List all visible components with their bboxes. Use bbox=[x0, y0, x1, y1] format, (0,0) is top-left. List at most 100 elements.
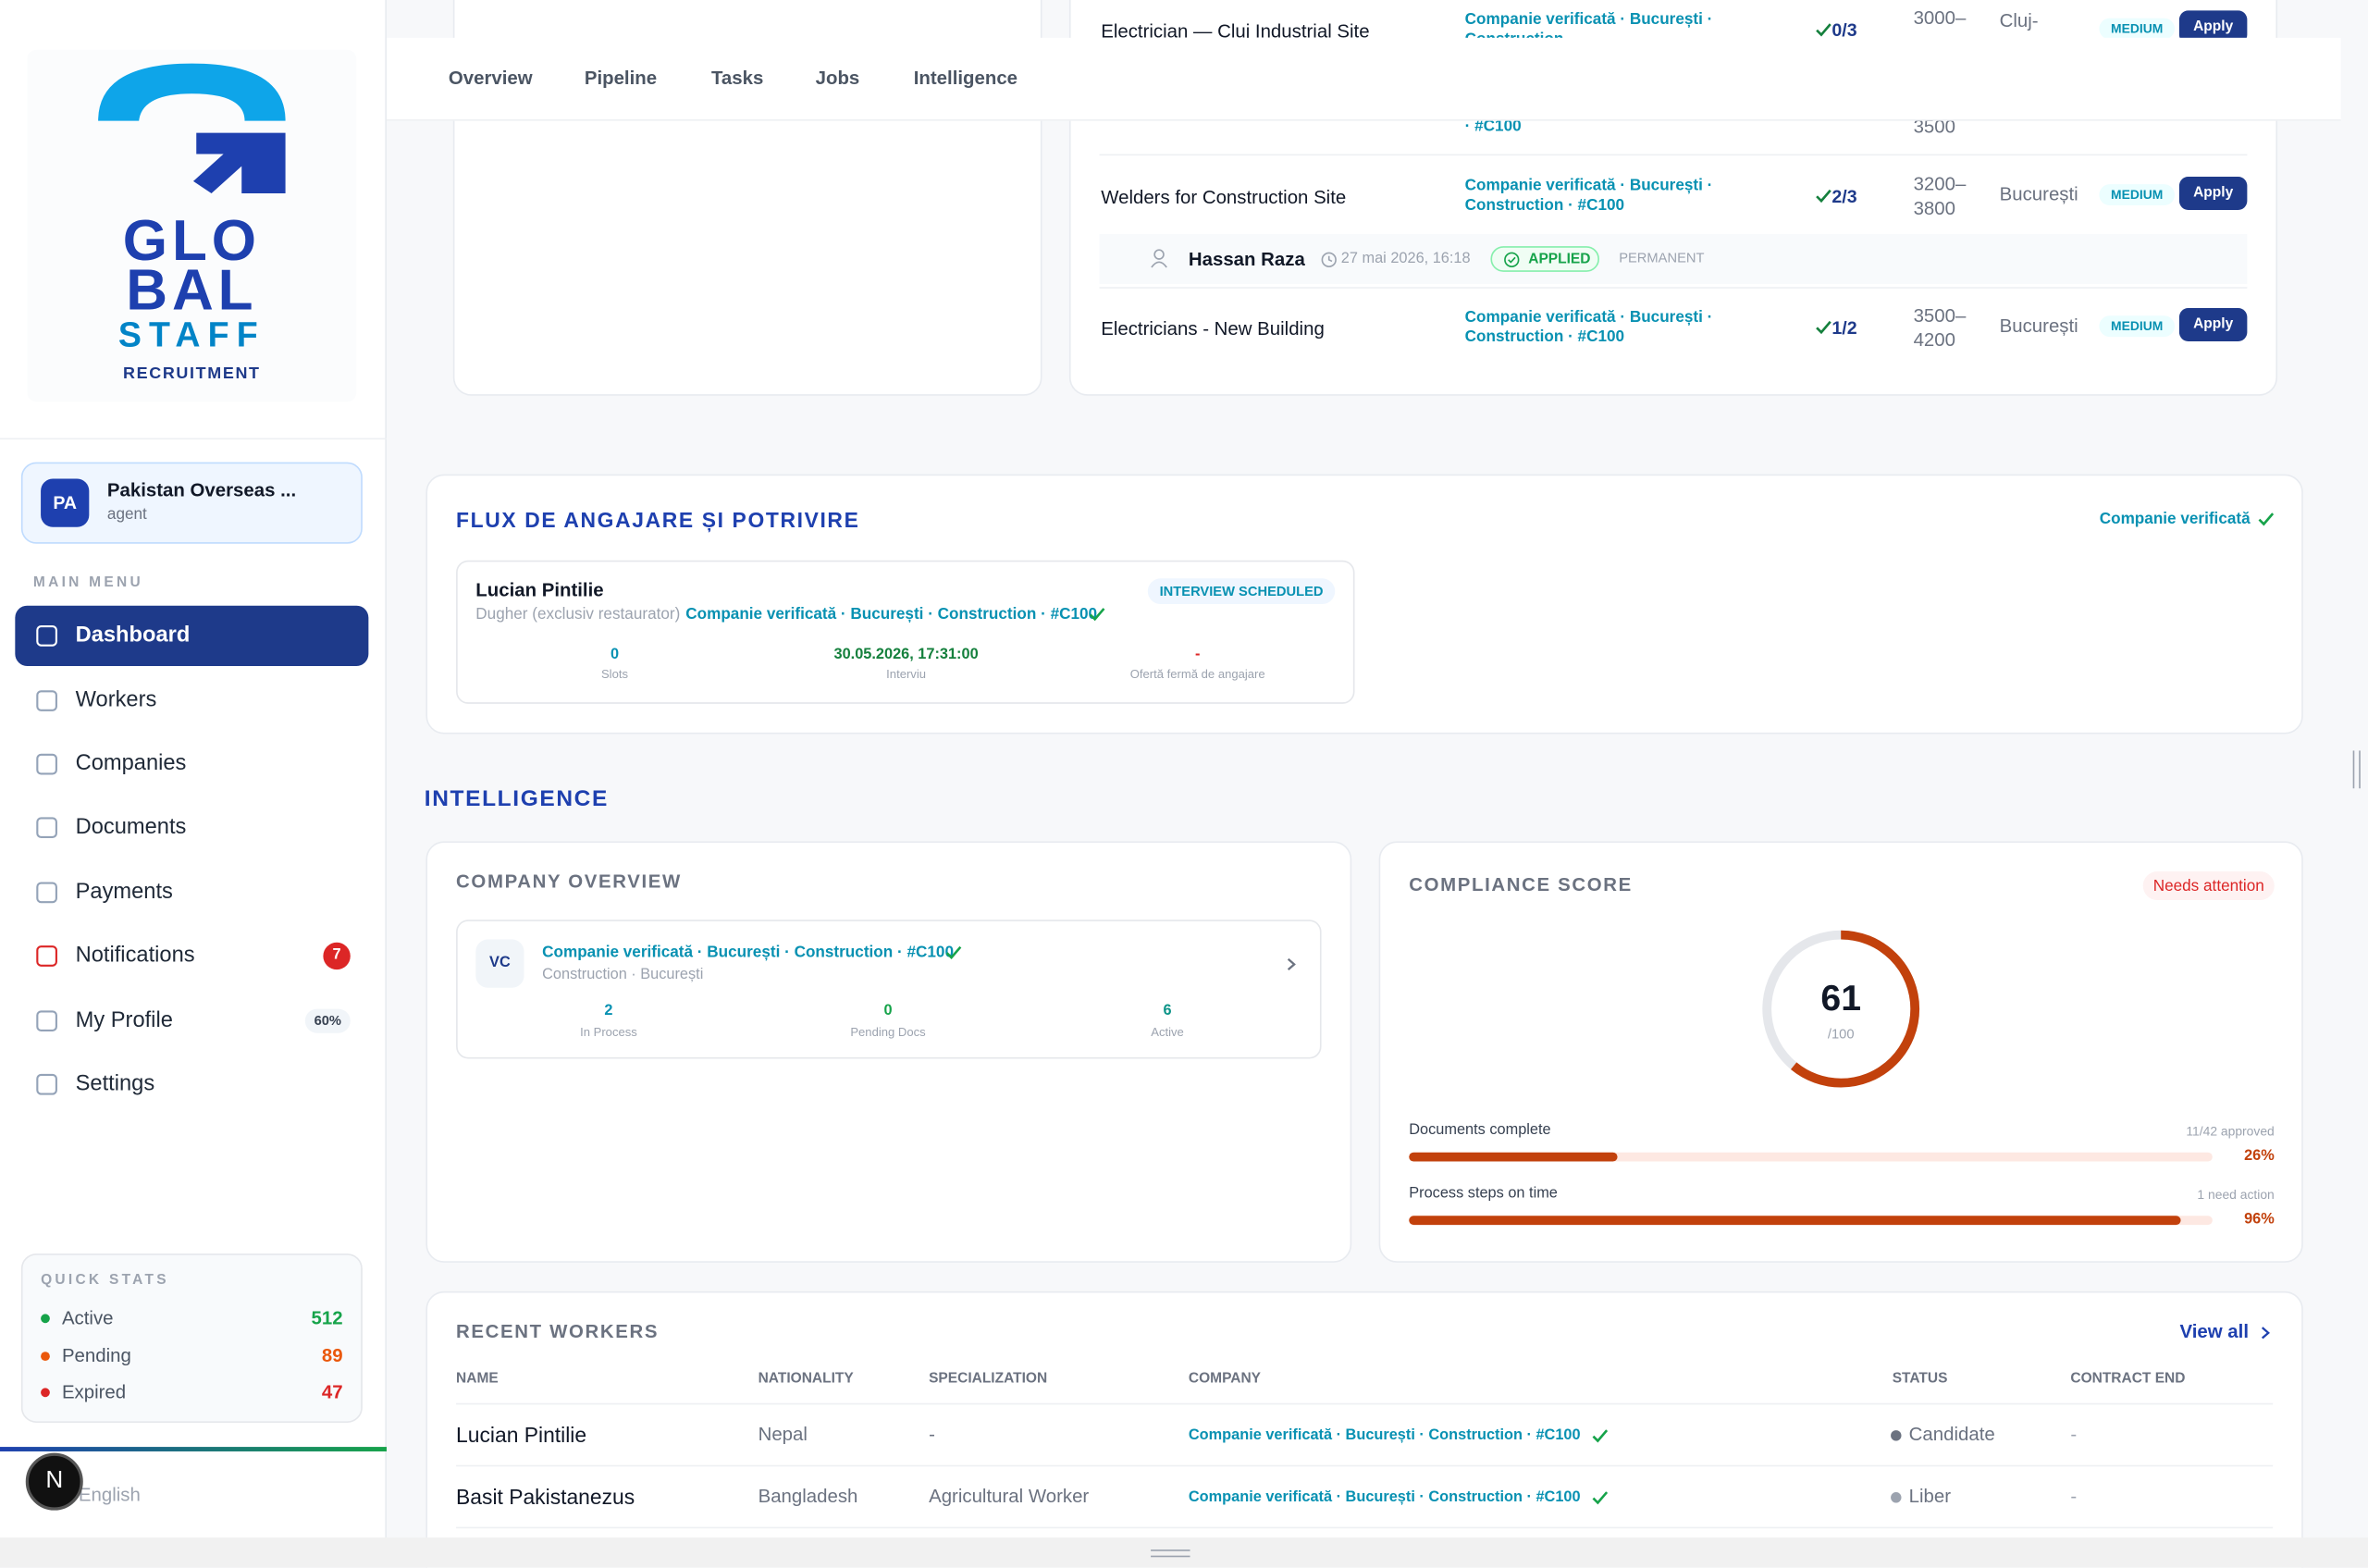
bar-value: 26% bbox=[2244, 1147, 2275, 1165]
worker-specialization: Agricultural Worker bbox=[929, 1486, 1090, 1507]
job-city: București bbox=[1999, 315, 2078, 337]
account-name: Pakistan Overseas ... bbox=[106, 479, 297, 501]
priority-badge: MEDIUM bbox=[2099, 315, 2176, 338]
interview-badge: INTERVIEW SCHEDULED bbox=[1147, 578, 1336, 605]
worker-company: Companie verificată · București · Constr… bbox=[1188, 1488, 1581, 1506]
account-avatar: PA bbox=[41, 478, 90, 527]
stat-label: Active bbox=[1151, 1025, 1184, 1040]
job-city: Cluj- bbox=[1999, 10, 2039, 31]
chevron-icon bbox=[2261, 1327, 2270, 1340]
menu-item[interactable] bbox=[15, 797, 368, 858]
view-all-link[interactable]: View all bbox=[2179, 1321, 2250, 1343]
priority-label: MEDIUM bbox=[2111, 187, 2164, 203]
company-card[interactable] bbox=[456, 920, 1322, 1059]
chevron-icon bbox=[1287, 957, 1296, 971]
nav-tab[interactable]: Overview bbox=[448, 68, 533, 89]
priority-label: MEDIUM bbox=[2111, 20, 2164, 36]
nav-tab[interactable]: Intelligence bbox=[913, 68, 1018, 89]
job-city: București bbox=[1999, 183, 2078, 205]
section-title: FLUX DE ANGAJARE ȘI POTRIVIRE bbox=[456, 507, 860, 532]
apply-button[interactable]: Apply bbox=[2178, 308, 2248, 341]
status-icon bbox=[1504, 252, 1520, 267]
applicant-name: Hassan Raza bbox=[1188, 248, 1305, 270]
stat-value: 30.05.2026, 17:31:00 bbox=[833, 646, 979, 663]
stats-title: QUICK STATS bbox=[41, 1272, 169, 1290]
applicant-type: PERMANENT bbox=[1619, 250, 1705, 265]
menu-item[interactable] bbox=[15, 671, 368, 731]
language-switch[interactable]: English bbox=[78, 1484, 141, 1506]
stat-value: 2 bbox=[604, 1003, 613, 1020]
logo-text: BAL bbox=[126, 259, 258, 324]
attention-badge: Needs attention bbox=[2142, 871, 2275, 901]
priority-badge: MEDIUM bbox=[2099, 184, 2176, 206]
menu-item[interactable] bbox=[15, 605, 369, 666]
badge-label: Needs attention bbox=[2152, 876, 2264, 895]
stat-dot bbox=[41, 1314, 50, 1324]
bar-label: Documents complete bbox=[1409, 1122, 1551, 1140]
worker-contract-end: - bbox=[2070, 1424, 2078, 1446]
menu-item[interactable] bbox=[15, 1055, 368, 1115]
resize-handle bbox=[1151, 1549, 1190, 1551]
bar-label: Process steps on time bbox=[1409, 1185, 1558, 1203]
match-card bbox=[456, 560, 1355, 704]
divider bbox=[0, 438, 387, 440]
check-icon bbox=[1816, 23, 1832, 37]
priority-badge: MEDIUM bbox=[2099, 18, 2176, 40]
menu-item[interactable] bbox=[15, 734, 368, 794]
badge-label: 60% bbox=[314, 1012, 341, 1029]
worker-specialization: - bbox=[929, 1424, 935, 1446]
job-ratio: 1/2 bbox=[1832, 316, 1857, 339]
worker-name: Basit Pakistanezus bbox=[456, 1484, 635, 1510]
menu-label: Companies bbox=[75, 751, 187, 776]
menu-item[interactable] bbox=[15, 862, 368, 922]
nav-tab[interactable]: Pipeline bbox=[584, 68, 658, 89]
divider bbox=[1099, 154, 2248, 156]
company-name: Companie verificată · București · Constr… bbox=[542, 943, 954, 962]
status-label: INTERVIEW SCHEDULED bbox=[1159, 583, 1324, 599]
status-label: APPLIED bbox=[1528, 251, 1591, 268]
nav-tab[interactable]: Tasks bbox=[710, 68, 764, 89]
divider bbox=[456, 1464, 2274, 1467]
apply-label: Apply bbox=[2193, 315, 2234, 333]
nav-tab[interactable]: Jobs bbox=[815, 68, 860, 89]
check-icon bbox=[1592, 1429, 1609, 1443]
apply-label: Apply bbox=[2193, 184, 2234, 202]
profile-badge: 60% bbox=[304, 1008, 351, 1033]
avatar-letter: N bbox=[45, 1467, 64, 1494]
apply-label: Apply bbox=[2193, 18, 2234, 35]
status-badge: APPLIED bbox=[1490, 246, 1599, 272]
score-arc bbox=[1762, 930, 1920, 1088]
company-avatar: VC bbox=[475, 939, 524, 988]
menu-label: My Profile bbox=[75, 1008, 173, 1033]
bar-note: 11/42 approved bbox=[2186, 1123, 2275, 1139]
worker-status: Liber bbox=[1908, 1486, 1952, 1507]
resize-handle bbox=[1151, 1555, 1190, 1558]
column-header: NAME bbox=[456, 1370, 499, 1388]
apply-button[interactable]: Apply bbox=[2178, 177, 2248, 210]
column-header: CONTRACT END bbox=[2070, 1370, 2186, 1388]
card bbox=[426, 841, 1352, 1263]
company-subtitle: Construction · București bbox=[542, 966, 704, 983]
badge-count: 7 bbox=[332, 946, 341, 964]
accent-line bbox=[0, 1447, 387, 1451]
job-company: Companie verificată · București · Constr… bbox=[1464, 308, 1713, 346]
score-max: /100 bbox=[1827, 1026, 1855, 1042]
job-salary: 3500–4200 bbox=[1913, 304, 1967, 351]
avatar-initials: VC bbox=[489, 954, 511, 971]
bar-note: 1 need action bbox=[2197, 1186, 2275, 1203]
stat-value: 89 bbox=[321, 1345, 343, 1367]
menu-label: Workers bbox=[75, 688, 157, 713]
card-title: COMPANY OVERVIEW bbox=[456, 870, 682, 893]
worker-contract-end: - bbox=[2070, 1486, 2078, 1507]
bar-value: 96% bbox=[2244, 1211, 2275, 1228]
avatar-button[interactable]: N bbox=[25, 1452, 83, 1511]
person-icon bbox=[1151, 249, 1167, 268]
menu-label: Documents bbox=[75, 815, 187, 840]
quick-stats bbox=[20, 1253, 363, 1423]
stat-value: 0 bbox=[610, 646, 620, 663]
stat-value: 47 bbox=[321, 1381, 343, 1403]
menu-label: MAIN MENU bbox=[32, 574, 143, 591]
column-header: STATUS bbox=[1892, 1370, 1948, 1388]
score-value: 61 bbox=[1820, 978, 1861, 1020]
